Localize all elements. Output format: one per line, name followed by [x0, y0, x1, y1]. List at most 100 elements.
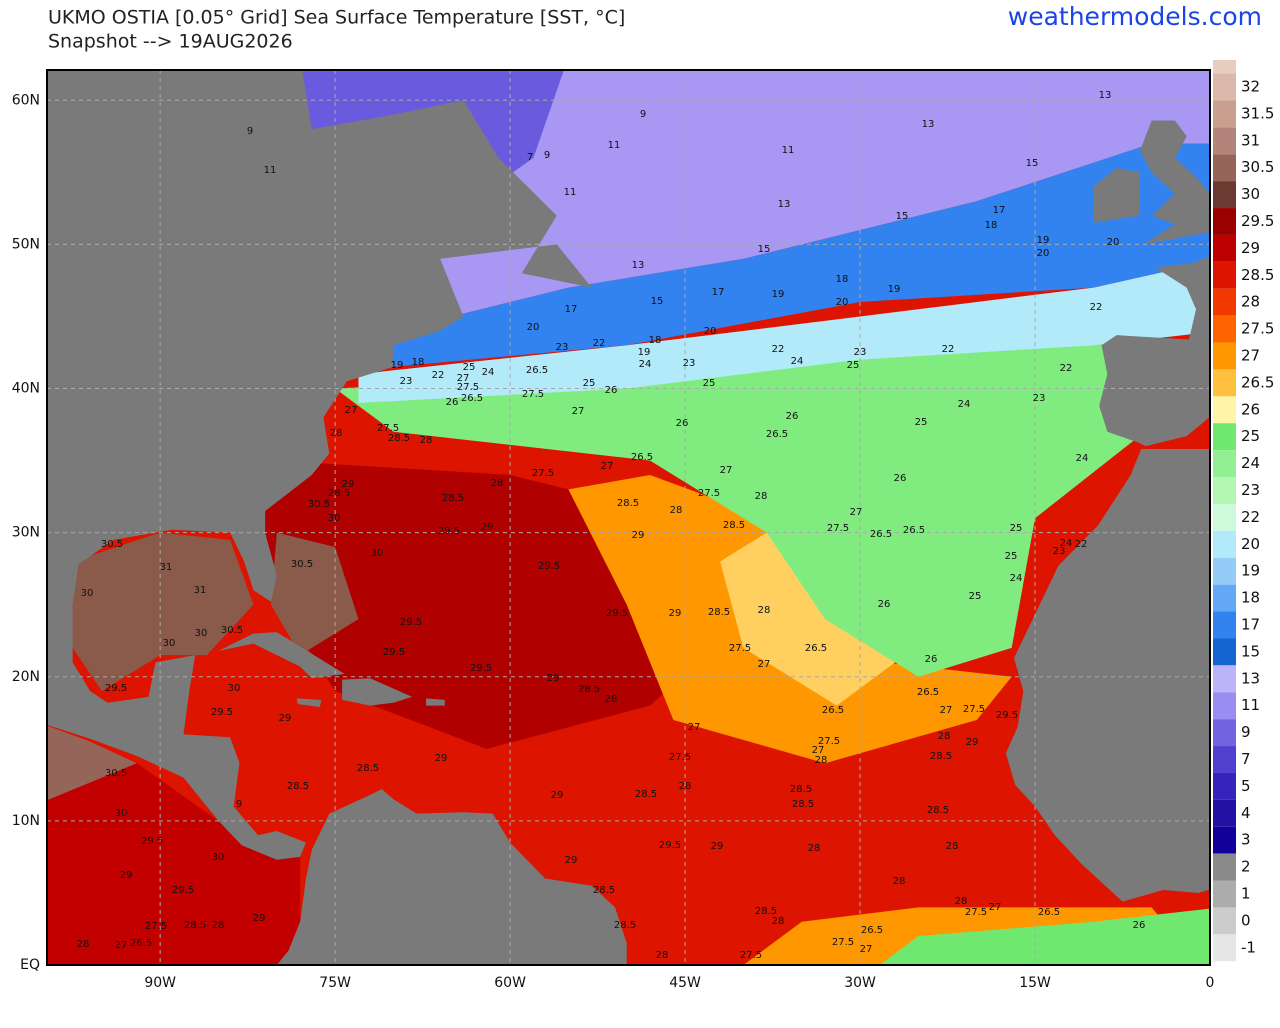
- colorbar-box: [1213, 934, 1236, 962]
- contour-label: 29: [966, 737, 979, 748]
- contour-label: 15: [896, 211, 909, 222]
- contour-label: 29.5: [105, 683, 127, 694]
- contour-label: 17: [565, 304, 578, 315]
- colorbar-label: 22: [1241, 508, 1260, 526]
- contour-label: 26: [894, 473, 907, 484]
- contour-label: 23: [556, 342, 569, 353]
- x-tick-label: 60W: [494, 975, 526, 991]
- contour-label: 22: [1090, 302, 1103, 313]
- contour-label: 23: [854, 347, 867, 358]
- land: [1093, 168, 1141, 223]
- contour-label: 26.5: [917, 687, 939, 698]
- contour-label: 28.5: [723, 520, 745, 531]
- contour-label: 28: [893, 876, 906, 887]
- contour-label: 28: [758, 605, 771, 616]
- contour-label: 28.5: [328, 488, 350, 499]
- contour-label: 25: [847, 360, 860, 371]
- sst-zone: [879, 908, 1210, 965]
- contour-label: 25: [915, 417, 928, 428]
- contour-label: 30.5: [308, 499, 330, 510]
- contour-label: 28.5: [388, 433, 410, 444]
- contour-label: 27: [572, 406, 585, 417]
- colorbar-label: 3: [1241, 831, 1251, 849]
- contour-label: 29.5: [211, 707, 233, 718]
- contour-label: 19: [888, 284, 901, 295]
- contour-label: 28: [755, 491, 768, 502]
- contour-label: 30.5: [101, 539, 123, 550]
- colorbar-box: [1213, 450, 1236, 478]
- sst-zone: [47, 725, 137, 801]
- contour-label: 29.5: [383, 647, 405, 658]
- contour-label: 25: [1005, 551, 1018, 562]
- colorbar-box: [1213, 503, 1236, 531]
- contour-label: 29.5: [141, 836, 163, 847]
- colorbar-label: 23: [1241, 481, 1260, 499]
- contour-label: 9: [544, 150, 550, 161]
- contour-label: 28: [212, 920, 225, 931]
- contour-label: 19: [772, 289, 785, 300]
- contour-label: 31: [160, 562, 173, 573]
- contour-label: 29.5: [606, 608, 628, 619]
- contour-label: 22: [1060, 363, 1073, 374]
- contour-label: 28.5: [578, 684, 600, 695]
- colorbar-box: [1213, 853, 1236, 881]
- land: [1005, 449, 1210, 902]
- contour-label: 27.5: [818, 736, 840, 747]
- colorbar-box: [1213, 530, 1236, 558]
- contour-label: 28: [77, 939, 90, 950]
- contour-label: 27: [989, 902, 1002, 913]
- contour-label: 26: [878, 599, 891, 610]
- contour-label: 27: [860, 944, 873, 955]
- contour-label: 23: [1033, 393, 1046, 404]
- colorbar-box: [1213, 423, 1236, 451]
- y-tick-label: 10N: [12, 813, 40, 829]
- colorbar-label: 25: [1241, 427, 1260, 445]
- contour-label: 13: [1099, 90, 1112, 101]
- contour-label: 30: [195, 628, 208, 639]
- colorbar-label: 7: [1241, 750, 1251, 768]
- contour-label: 27: [115, 940, 128, 951]
- contour-label: 26.5: [1038, 907, 1060, 918]
- contour-label: 25: [583, 378, 596, 389]
- contour-label: 28: [491, 478, 504, 489]
- contour-label: 22: [1075, 539, 1088, 550]
- contour-label: 17: [712, 287, 725, 298]
- sst-zone: [72, 532, 254, 692]
- colorbar-box: [1213, 127, 1236, 155]
- contour-label: 15: [758, 244, 771, 255]
- contour-label: 26: [925, 654, 938, 665]
- contour-label: 22: [772, 344, 785, 355]
- sst-zone: [720, 518, 896, 706]
- colorbar-box: [1213, 719, 1236, 747]
- contour-label: 28: [670, 505, 683, 516]
- contour-label: 27.5: [669, 752, 691, 763]
- contour-label: 9: [236, 799, 242, 810]
- contour-label: 31: [194, 585, 207, 596]
- contour-label: 27: [850, 507, 863, 518]
- contour-label: 26.5: [870, 529, 892, 540]
- contour-label: 22: [432, 370, 445, 381]
- contour-label: 27.5: [729, 643, 751, 654]
- contour-label: 26.5: [805, 643, 827, 654]
- contour-label: 11: [564, 187, 577, 198]
- contour-label: 29.5: [470, 663, 492, 674]
- contour-label: 30: [212, 852, 225, 863]
- x-tick-label: 90W: [144, 975, 176, 991]
- contour-label: 18: [985, 220, 998, 231]
- colorbar-label: 18: [1241, 589, 1260, 607]
- contour-label: 27: [940, 705, 953, 716]
- contour-label: 27.5: [457, 382, 479, 393]
- y-tick-label: EQ: [20, 957, 40, 973]
- site-link[interactable]: weathermodels.com: [1008, 2, 1262, 31]
- contour-label: 30: [371, 548, 384, 559]
- y-tick-label: 20N: [12, 669, 40, 685]
- contour-label: 29: [120, 870, 133, 881]
- contour-label: 22: [942, 344, 955, 355]
- contour-label: 27: [345, 405, 358, 416]
- map-frame: [46, 69, 1211, 966]
- colorbar-label: -1: [1241, 938, 1256, 956]
- contour-label: 19: [638, 347, 651, 358]
- contour-label: 27: [720, 465, 733, 476]
- x-tick-label: 75W: [319, 975, 351, 991]
